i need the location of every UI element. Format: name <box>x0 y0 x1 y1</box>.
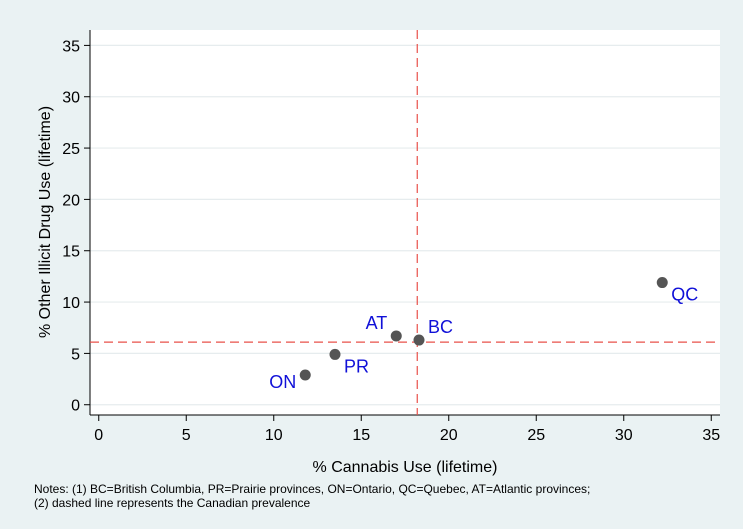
axes: 0 5 10 15 20 25 30 35 0 5 10 15 20 25 30 35 <box>62 30 720 444</box>
plot-background <box>90 30 720 415</box>
data-point-label: QC <box>671 285 698 305</box>
data-points: ON PR AT BC QC <box>269 277 698 392</box>
x-tick-label: 30 <box>615 427 633 444</box>
data-point-label: BC <box>428 317 453 337</box>
x-tick-label: 5 <box>182 427 191 444</box>
notes-line-1: Notes: (1) BC=British Columbia, PR=Prair… <box>34 482 591 496</box>
data-point <box>329 348 341 360</box>
chart-notes: Notes: (1) BC=British Columbia, PR=Prair… <box>34 482 734 510</box>
y-tick-label: 20 <box>62 192 80 209</box>
data-point-label: PR <box>344 356 369 376</box>
y-tick-label: 5 <box>71 346 80 363</box>
data-point-label: ON <box>269 372 296 392</box>
data-point <box>413 334 425 346</box>
y-tick-label: 35 <box>62 38 80 55</box>
x-tick-label: 20 <box>440 427 458 444</box>
x-tick-label: 25 <box>527 427 545 444</box>
y-tick-label: 10 <box>62 295 80 312</box>
notes-line-2: (2) dashed line represents the Canadian … <box>34 496 311 510</box>
x-tick-label: 35 <box>702 427 720 444</box>
x-tick-label: 0 <box>94 427 103 444</box>
x-axis-title: % Cannabis Use (lifetime) <box>313 459 498 476</box>
data-point <box>390 330 402 342</box>
data-point-label: AT <box>366 313 388 333</box>
reference-lines <box>90 30 720 415</box>
y-axis-title: % Other Illicit Drug Use (lifetime) <box>37 106 54 338</box>
grid-lines <box>90 44 720 406</box>
data-point <box>299 369 311 381</box>
y-tick-label: 30 <box>62 90 80 107</box>
x-tick-label: 10 <box>265 427 283 444</box>
x-tick-label: 15 <box>352 427 370 444</box>
y-tick-label: 0 <box>71 398 80 415</box>
y-tick-label: 15 <box>62 244 80 261</box>
y-tick-label: 25 <box>62 141 80 158</box>
data-point <box>656 277 668 289</box>
